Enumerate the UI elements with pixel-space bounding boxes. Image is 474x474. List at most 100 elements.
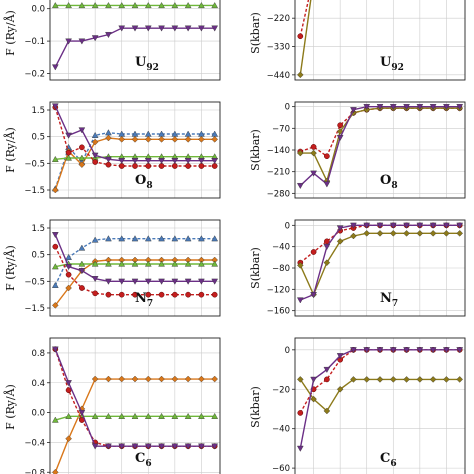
data-point-purple	[105, 32, 112, 39]
series-line-purple	[54, 348, 215, 447]
data-point-olive	[403, 376, 410, 383]
data-point-purple	[144, 25, 152, 32]
y-tick-label: 1.5	[31, 224, 45, 234]
y-tick-label: 0.0	[31, 5, 45, 15]
data-point-red	[145, 163, 152, 169]
panel-label: U92	[380, 55, 404, 73]
data-point-orange	[91, 138, 99, 146]
data-point-red	[52, 243, 59, 250]
axes-frame	[294, 337, 466, 474]
data-point-purple	[211, 278, 219, 285]
data-point-purple	[211, 25, 219, 32]
y-tick-label: −160	[267, 307, 290, 317]
panel-label: C6	[135, 451, 152, 469]
axes-frame	[49, 337, 221, 474]
data-point-olive	[443, 230, 450, 237]
panel-label-main: O	[135, 173, 146, 188]
y-tick-label: 0.5	[31, 251, 45, 261]
series-group	[51, 103, 219, 194]
data-point-purple	[65, 132, 72, 139]
data-point-purple	[144, 278, 152, 285]
data-point-purple	[350, 107, 357, 114]
data-point-purple	[389, 347, 397, 354]
data-point-purple	[78, 127, 86, 134]
y-tick-label: 0	[285, 346, 290, 356]
data-point-red	[118, 291, 125, 298]
data-point-purple	[429, 104, 437, 111]
data-point-purple	[198, 25, 205, 32]
data-point-purple	[456, 104, 464, 111]
data-point-red	[158, 163, 165, 169]
data-point-purple	[184, 25, 192, 32]
data-point-blue	[184, 235, 192, 242]
grid-lines	[50, 102, 220, 198]
axes-frame	[49, 0, 221, 81]
data-point-orange	[52, 468, 59, 474]
y-tick-label: 1.5	[31, 106, 45, 116]
data-point-green	[105, 260, 112, 267]
series-line-olive	[300, 107, 460, 183]
data-point-blue	[144, 130, 152, 137]
data-point-olive	[456, 230, 463, 237]
y-tick-label: −210	[267, 168, 290, 178]
y-tick-label: 0.4	[31, 379, 45, 389]
data-point-purple	[91, 443, 99, 450]
panel-3-0: 0.8 0.4 0.0 −0.4 −0.8 F (Ry/Å) C6	[3, 337, 221, 474]
data-point-purple	[65, 380, 72, 387]
data-point-red	[198, 291, 205, 298]
data-point-purple	[336, 225, 344, 232]
data-point-orange	[65, 284, 72, 292]
data-point-purple	[171, 25, 179, 32]
y-tick-label: 0	[285, 103, 290, 113]
data-point-purple	[429, 222, 437, 229]
data-point-purple	[350, 347, 357, 354]
panel-label-main: C	[135, 451, 145, 466]
data-point-olive	[456, 376, 463, 383]
y-tick-label: −20	[272, 385, 290, 395]
data-point-purple	[211, 158, 219, 165]
data-point-green	[91, 2, 99, 9]
data-point-red	[297, 33, 304, 40]
data-point-purple	[443, 222, 450, 229]
data-point-olive	[429, 230, 437, 237]
data-point-orange	[144, 136, 152, 143]
y-tick-label: −1.5	[24, 304, 45, 314]
data-point-purple	[363, 347, 371, 354]
series-line-olive	[299, 378, 460, 413]
data-point-green	[78, 260, 86, 267]
data-point-purple	[78, 38, 86, 45]
panel-label: O8	[380, 173, 398, 191]
data-point-blue	[131, 235, 139, 242]
data-point-purple	[363, 104, 371, 111]
data-point-blue	[105, 129, 112, 136]
data-point-green	[211, 2, 219, 9]
panel-label-subscript: 8	[146, 181, 152, 191]
data-point-green	[131, 2, 139, 9]
y-tick-label: −0.4	[24, 438, 45, 448]
data-point-red	[171, 163, 178, 169]
data-point-orange	[184, 136, 192, 143]
data-point-olive	[416, 376, 424, 383]
data-point-red	[65, 271, 72, 278]
data-point-blue	[91, 236, 99, 243]
data-point-olive	[310, 149, 317, 157]
data-point-purple	[211, 443, 219, 450]
data-point-red	[105, 161, 112, 168]
panel-label: N7	[135, 291, 153, 309]
data-point-purple	[51, 346, 59, 353]
data-point-purple	[389, 104, 397, 111]
data-point-purple	[171, 278, 179, 285]
y-tick-label: 0.8	[31, 349, 45, 359]
y-tick-label: −330	[267, 43, 290, 53]
series-group	[51, 232, 219, 309]
y-tick-label: −0.8	[24, 468, 45, 474]
data-point-green	[171, 2, 179, 9]
data-point-purple	[184, 443, 192, 450]
data-point-green	[171, 412, 179, 419]
data-point-purple	[144, 158, 152, 165]
data-point-olive	[323, 259, 331, 266]
data-point-orange	[91, 375, 99, 383]
axes-frame	[49, 219, 221, 317]
data-point-olive	[297, 71, 304, 79]
